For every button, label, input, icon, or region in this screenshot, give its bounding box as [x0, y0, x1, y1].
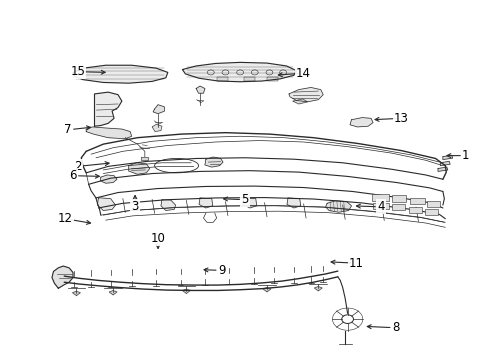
Polygon shape [142, 157, 148, 160]
Polygon shape [95, 92, 122, 126]
Polygon shape [153, 105, 164, 114]
Bar [244, 77, 255, 81]
Polygon shape [438, 167, 448, 171]
Text: 14: 14 [296, 67, 311, 80]
Polygon shape [73, 65, 168, 83]
Text: 11: 11 [349, 257, 364, 270]
Polygon shape [73, 291, 80, 296]
Text: 3: 3 [131, 201, 139, 213]
Text: 15: 15 [71, 65, 85, 78]
Text: 9: 9 [218, 264, 225, 277]
Polygon shape [326, 201, 351, 212]
Bar [392, 204, 405, 210]
Polygon shape [443, 155, 453, 159]
Text: 4: 4 [377, 201, 385, 213]
Polygon shape [52, 266, 73, 288]
Bar [372, 194, 389, 201]
Bar [373, 203, 389, 209]
Text: 6: 6 [69, 169, 77, 182]
Bar [409, 207, 422, 213]
Polygon shape [182, 289, 190, 293]
Polygon shape [129, 163, 150, 174]
Polygon shape [182, 62, 296, 82]
Polygon shape [315, 287, 322, 291]
Text: 8: 8 [392, 321, 399, 334]
Bar [425, 210, 438, 215]
Polygon shape [289, 87, 323, 102]
Bar [268, 77, 278, 81]
Polygon shape [86, 127, 132, 139]
Polygon shape [263, 288, 271, 292]
Polygon shape [98, 198, 116, 211]
Polygon shape [293, 99, 308, 104]
Bar [392, 195, 406, 202]
Text: 12: 12 [58, 212, 73, 225]
Text: 7: 7 [64, 123, 72, 136]
Polygon shape [350, 118, 373, 127]
Bar [410, 198, 425, 204]
Polygon shape [196, 86, 205, 93]
Polygon shape [199, 198, 213, 208]
Polygon shape [109, 291, 117, 295]
Bar [217, 77, 228, 81]
Text: 10: 10 [150, 231, 166, 244]
Polygon shape [441, 161, 450, 166]
Text: 13: 13 [394, 112, 409, 125]
Text: 5: 5 [241, 193, 249, 206]
Bar [427, 201, 441, 207]
Text: 1: 1 [462, 149, 469, 162]
Polygon shape [100, 175, 117, 183]
Polygon shape [205, 157, 223, 167]
Polygon shape [152, 125, 162, 132]
Polygon shape [287, 198, 301, 208]
Polygon shape [243, 198, 257, 208]
Polygon shape [161, 200, 175, 211]
Text: 2: 2 [74, 160, 82, 173]
